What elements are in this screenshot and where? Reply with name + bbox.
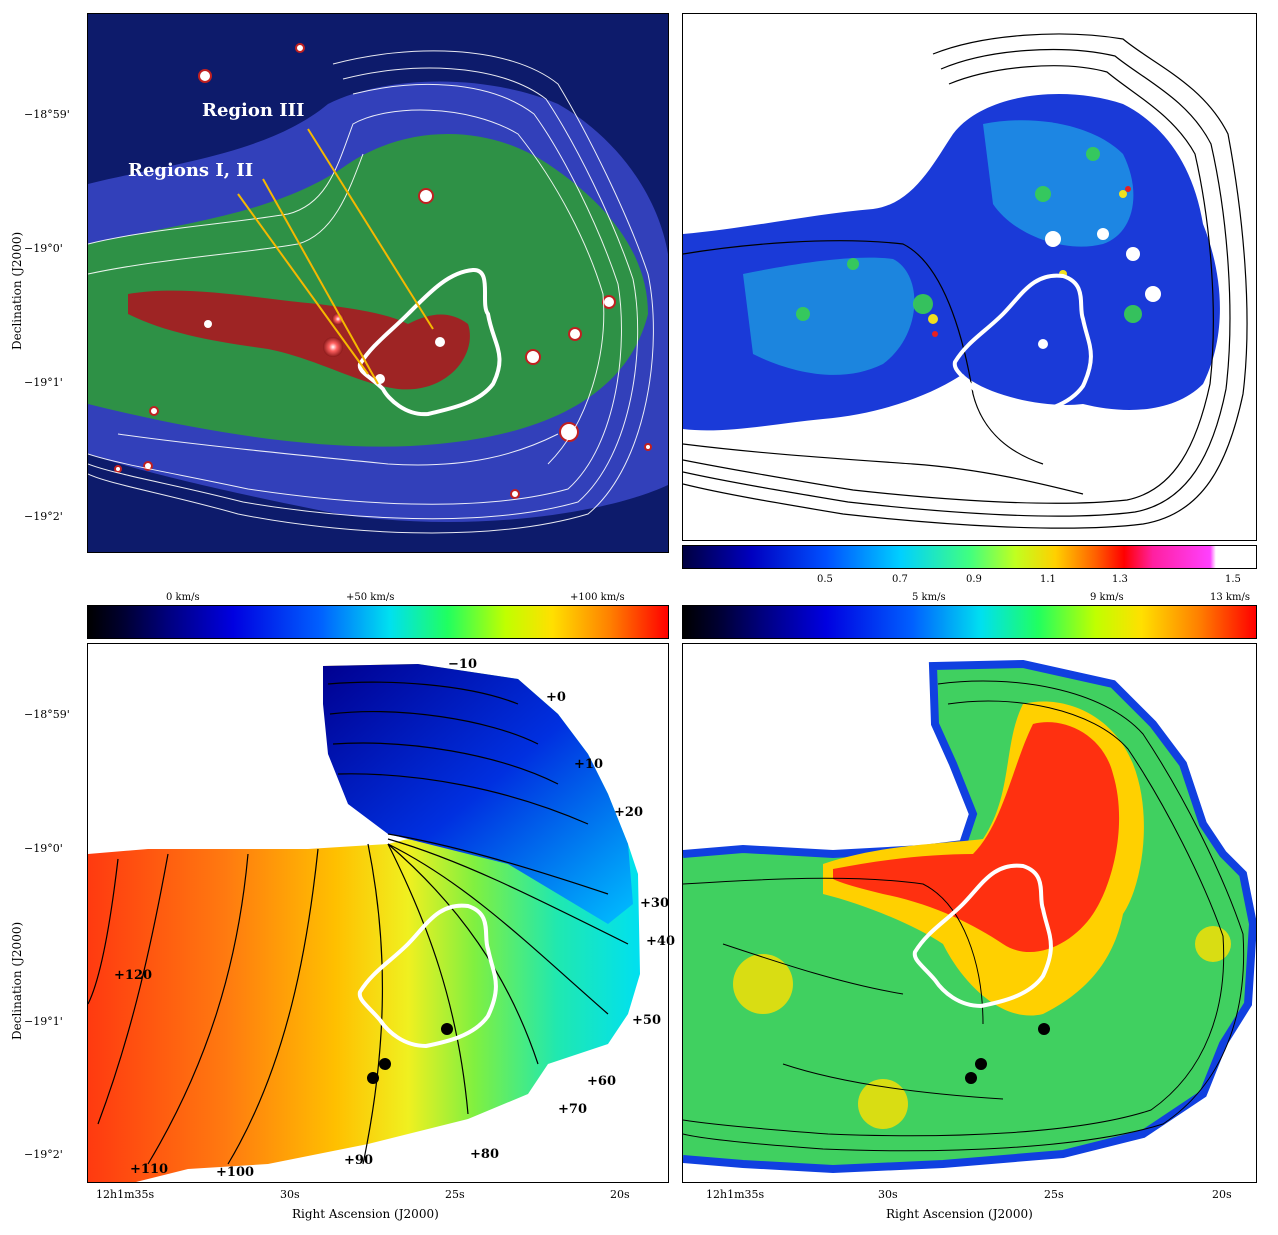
colorbar-bottom-right xyxy=(682,605,1257,639)
cbar-br-tick-1: 5 km/s xyxy=(912,592,946,603)
contour-label-90: +90 xyxy=(344,1153,373,1168)
br-ra-tick-3: 25s xyxy=(1044,1188,1064,1201)
ra-axis-label-bottom-left: Right Ascension (J2000) xyxy=(292,1207,439,1221)
dec-tick-2: −19°0' xyxy=(24,242,63,255)
dec-axis-label-top-left: Declination (J2000) xyxy=(10,231,24,350)
bl-dec-tick-1: −18°59' xyxy=(24,708,70,721)
panel-bottom-left: 0 km/s +50 km/s +100 km/s xyxy=(0,590,680,1235)
dispersion-map xyxy=(683,659,1256,1174)
panel-bottom-right: 5 km/s 9 km/s 13 km/s 12h1m35s 30s 25s 2… xyxy=(680,590,1278,1235)
cbar-tr-tick-6: 1.5 xyxy=(1225,574,1241,585)
contour-label-40: +40 xyxy=(646,934,675,949)
cbar-tr-tick-3: 0.9 xyxy=(966,574,982,585)
image-frame-bottom-left xyxy=(87,643,669,1183)
contour-label-50: +50 xyxy=(632,1013,661,1028)
bl-dec-tick-3: −19°1' xyxy=(24,1015,63,1028)
contour-label-80: +80 xyxy=(470,1147,499,1162)
bl-ra-tick-3: 25s xyxy=(445,1188,465,1201)
contour-label-20: +20 xyxy=(614,805,643,820)
annotation-regions-i-ii: Regions I, II xyxy=(128,160,254,181)
dec-axis-label-bottom-left: Declination (J2000) xyxy=(10,921,24,1040)
br-ra-tick-4: 20s xyxy=(1212,1188,1232,1201)
bl-dec-tick-4: −19°2' xyxy=(24,1148,63,1161)
cbar-tr-tick-4: 1.1 xyxy=(1040,574,1056,585)
cbar-bl-tick-1: 0 km/s xyxy=(166,592,200,603)
bl-ra-tick-1: 12h1m35s xyxy=(96,1188,155,1201)
cbar-br-tick-2: 9 km/s xyxy=(1090,592,1124,603)
contour-label-0: +0 xyxy=(546,690,566,705)
velocity-field-map xyxy=(88,664,640,1182)
panel-top-left: Region III Regions I, II Declination (J2… xyxy=(0,0,680,580)
dec-tick-3: −19°1' xyxy=(24,376,63,389)
colorbar-bottom-left xyxy=(87,605,669,639)
colorbar-top-right xyxy=(682,545,1257,569)
panel-top-right: 0.5 0.7 0.9 1.1 1.3 1.5 xyxy=(680,0,1278,590)
image-frame-bottom-right xyxy=(682,643,1257,1183)
cbar-br-tick-3: 13 km/s xyxy=(1210,592,1250,603)
br-ra-tick-2: 30s xyxy=(878,1188,898,1201)
cbar-bl-tick-3: +100 km/s xyxy=(570,592,625,603)
contour-label-100: +100 xyxy=(216,1165,255,1180)
ra-axis-label-bottom-right: Right Ascension (J2000) xyxy=(886,1207,1033,1221)
dec-tick-4: −19°2' xyxy=(24,510,63,523)
contour-label-120: +120 xyxy=(114,968,153,983)
optical-image xyxy=(88,14,668,552)
contour-label-60: +60 xyxy=(587,1074,616,1089)
cbar-tr-tick-2: 0.7 xyxy=(892,574,908,585)
annotation-region-iii: Region III xyxy=(202,100,305,121)
contour-label-110: +110 xyxy=(130,1162,169,1177)
contour-label-30: +30 xyxy=(640,896,669,911)
cbar-tr-tick-5: 1.3 xyxy=(1112,574,1128,585)
contour-label-10: +10 xyxy=(574,757,603,772)
image-frame-top-right xyxy=(682,13,1257,541)
bl-ra-tick-2: 30s xyxy=(280,1188,300,1201)
dec-tick-1: −18°59' xyxy=(24,108,70,121)
bl-ra-tick-4: 20s xyxy=(610,1188,630,1201)
image-frame-top-left: Region III Regions I, II xyxy=(87,13,669,553)
ratio-map xyxy=(683,33,1248,529)
contour-label-70: +70 xyxy=(558,1102,587,1117)
contour-label-m10: −10 xyxy=(448,657,477,672)
cbar-bl-tick-2: +50 km/s xyxy=(346,592,395,603)
bl-dec-tick-2: −19°0' xyxy=(24,842,63,855)
br-ra-tick-1: 12h1m35s xyxy=(706,1188,765,1201)
cbar-tr-tick-1: 0.5 xyxy=(817,574,833,585)
